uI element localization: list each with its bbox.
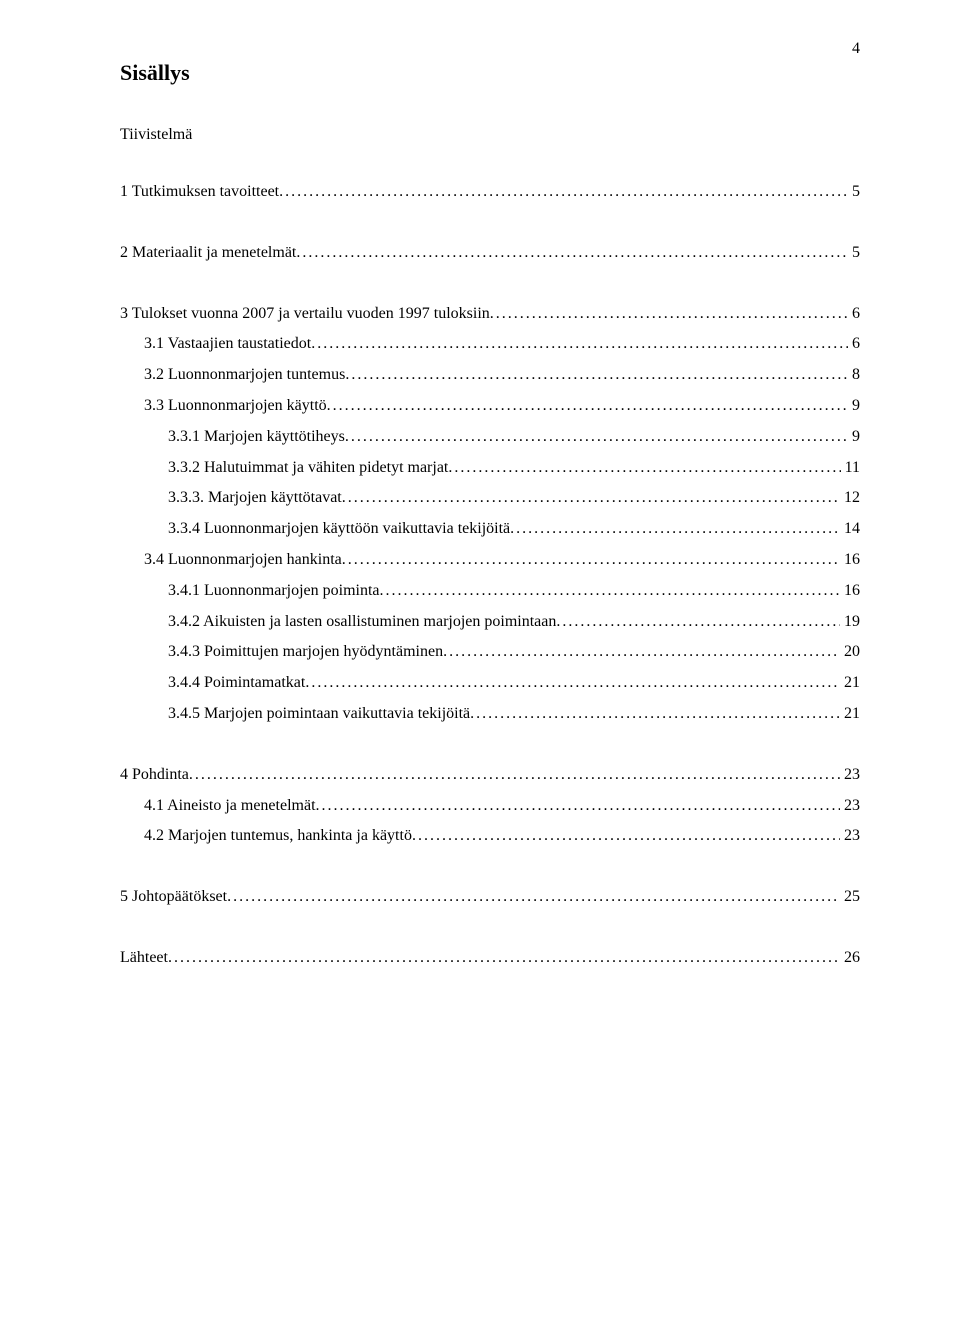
toc-entry-page: 23 [840, 794, 860, 819]
toc-leader-dots [443, 640, 840, 665]
toc-entry: 3.1 Vastaajien taustatiedot 6 [120, 332, 860, 357]
toc-entry-label: 4.2 Marjojen tuntemus, hankinta ja käytt… [144, 824, 412, 849]
toc-entry: 4 Pohdinta 23 [120, 763, 860, 788]
toc-leader-dots [345, 363, 848, 388]
toc-leader-dots [490, 302, 848, 327]
toc-entry-page: 9 [848, 394, 860, 419]
toc-entry: 3.4.3 Poimittujen marjojen hyödyntäminen… [120, 640, 860, 665]
toc-entry-page: 23 [840, 763, 860, 788]
toc-entry-label: Lähteet [120, 946, 168, 971]
toc-leader-dots [296, 241, 848, 266]
toc-leader-dots [556, 610, 840, 635]
toc-subheading: Tiivistelmä [120, 126, 860, 144]
toc-entry-page: 25 [840, 885, 860, 910]
toc-leader-dots [168, 946, 840, 971]
toc-leader-dots [448, 456, 840, 481]
toc-leader-dots [380, 579, 840, 604]
toc-entry: 3.3.4 Luonnonmarjojen käyttöön vaikuttav… [120, 517, 860, 542]
toc-entry: 3.3.3. Marjojen käyttötavat 12 [120, 486, 860, 511]
toc-entry-label: 3.4.1 Luonnonmarjojen poiminta [168, 579, 380, 604]
toc-entry-label: 3.3.4 Luonnonmarjojen käyttöön vaikuttav… [168, 517, 510, 542]
toc-entry-page: 26 [840, 946, 860, 971]
toc-leader-dots [412, 824, 840, 849]
toc-leader-dots [345, 425, 848, 450]
toc-entry-page: 16 [840, 548, 860, 573]
toc-leader-dots [470, 702, 840, 727]
toc-entry: 3 Tulokset vuonna 2007 ja vertailu vuode… [120, 302, 860, 327]
toc-leader-dots [227, 885, 840, 910]
toc-entry-label: 3.4.5 Marjojen poimintaan vaikuttavia te… [168, 702, 470, 727]
toc-entry-page: 12 [840, 486, 860, 511]
toc-entry-label: 3 Tulokset vuonna 2007 ja vertailu vuode… [120, 302, 490, 327]
page-number: 4 [852, 40, 860, 58]
toc-entry-page: 6 [848, 302, 860, 327]
toc-entry: 3.2 Luonnonmarjojen tuntemus 8 [120, 363, 860, 388]
toc-entry-page: 16 [840, 579, 860, 604]
toc-entry-label: 5 Johtopäätökset [120, 885, 227, 910]
toc-entry: 3.4.2 Aikuisten ja lasten osallistuminen… [120, 610, 860, 635]
toc-entry-label: 3.3.3. Marjojen käyttötavat [168, 486, 342, 511]
toc-entry-label: 3.4.2 Aikuisten ja lasten osallistuminen… [168, 610, 556, 635]
toc-entry-page: 11 [841, 456, 860, 481]
toc-entry-label: 3.3.2 Halutuimmat ja vähiten pidetyt mar… [168, 456, 448, 481]
toc-entry-page: 9 [848, 425, 860, 450]
toc-entry: 2 Materiaalit ja menetelmät 5 [120, 241, 860, 266]
document-page: 4 Sisällys Tiivistelmä 1 Tutkimuksen tav… [0, 0, 960, 1037]
toc-leader-dots [279, 180, 848, 205]
toc-entry-label: 3.4.4 Poimintamatkat [168, 671, 305, 696]
toc-entry-page: 6 [848, 332, 860, 357]
toc-leader-dots [342, 486, 840, 511]
toc-entry-page: 20 [840, 640, 860, 665]
toc-entry: 3.4 Luonnonmarjojen hankinta 16 [120, 548, 860, 573]
toc-entry-page: 19 [840, 610, 860, 635]
toc-entry: 3.3.1 Marjojen käyttötiheys 9 [120, 425, 860, 450]
toc-entry-page: 8 [848, 363, 860, 388]
toc-heading: Sisällys [120, 60, 860, 86]
toc-entry-label: 3.3 Luonnonmarjojen käyttö [144, 394, 327, 419]
toc-entry-label: 4.1 Aineisto ja menetelmät [144, 794, 316, 819]
toc-entry: 3.4.5 Marjojen poimintaan vaikuttavia te… [120, 702, 860, 727]
toc-leader-dots [311, 332, 848, 357]
toc-entry-page: 21 [840, 702, 860, 727]
toc-entry: 3.3 Luonnonmarjojen käyttö 9 [120, 394, 860, 419]
toc-entry: 3.4.1 Luonnonmarjojen poiminta 16 [120, 579, 860, 604]
toc-leader-dots [342, 548, 840, 573]
toc-entry: Lähteet 26 [120, 946, 860, 971]
toc-entry-label: 4 Pohdinta [120, 763, 189, 788]
toc-entry-label: 3.4 Luonnonmarjojen hankinta [144, 548, 342, 573]
toc-leader-dots [189, 763, 840, 788]
toc-entry: 1 Tutkimuksen tavoitteet 5 [120, 180, 860, 205]
toc-leader-dots [305, 671, 840, 696]
toc-entry-label: 1 Tutkimuksen tavoitteet [120, 180, 279, 205]
toc-entry-label: 3.4.3 Poimittujen marjojen hyödyntäminen [168, 640, 443, 665]
toc-leader-dots [327, 394, 848, 419]
toc-entry-page: 21 [840, 671, 860, 696]
toc-entry: 4.1 Aineisto ja menetelmät 23 [120, 794, 860, 819]
toc-entry-label: 3.1 Vastaajien taustatiedot [144, 332, 311, 357]
toc-entry: 3.3.2 Halutuimmat ja vähiten pidetyt mar… [120, 456, 860, 481]
toc-entry-page: 14 [840, 517, 860, 542]
toc-list: 1 Tutkimuksen tavoitteet 52 Materiaalit … [120, 180, 860, 971]
toc-leader-dots [316, 794, 840, 819]
toc-entry-label: 3.2 Luonnonmarjojen tuntemus [144, 363, 345, 388]
toc-leader-dots [510, 517, 840, 542]
toc-entry-page: 23 [840, 824, 860, 849]
toc-entry: 5 Johtopäätökset 25 [120, 885, 860, 910]
toc-entry-label: 2 Materiaalit ja menetelmät [120, 241, 296, 266]
toc-entry: 3.4.4 Poimintamatkat 21 [120, 671, 860, 696]
toc-entry-label: 3.3.1 Marjojen käyttötiheys [168, 425, 345, 450]
toc-entry-page: 5 [848, 180, 860, 205]
toc-entry-page: 5 [848, 241, 860, 266]
toc-entry: 4.2 Marjojen tuntemus, hankinta ja käytt… [120, 824, 860, 849]
